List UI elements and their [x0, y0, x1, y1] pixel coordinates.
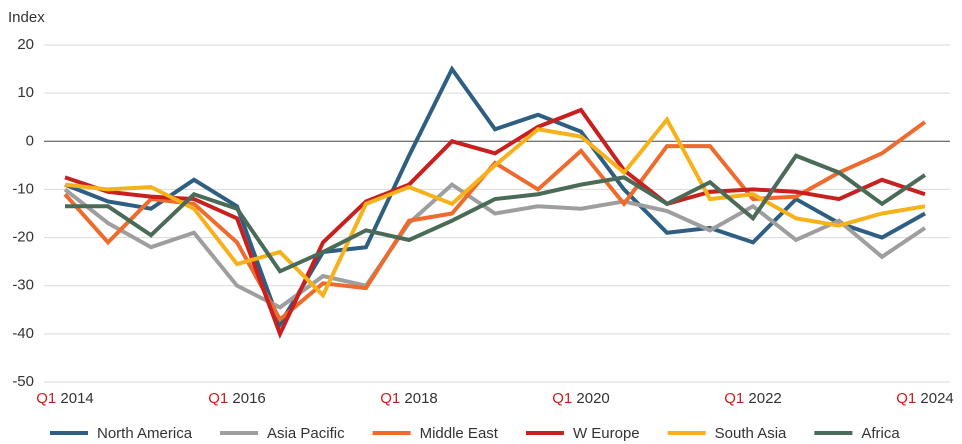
y-axis-label: Index [8, 9, 45, 26]
y-tick-label: 20 [17, 36, 34, 53]
legend-label: W Europe [573, 425, 640, 442]
y-tick-label: -30 [12, 277, 34, 294]
legend-label: North America [97, 425, 193, 442]
series-line [64, 116, 926, 299]
y-tick-label: 10 [17, 84, 34, 101]
y-tick-label: -20 [12, 229, 34, 246]
y-tick-label: 0 [26, 132, 34, 149]
legend-label: Africa [861, 425, 900, 442]
series-line [65, 153, 927, 274]
x-tick-label: Q1 2018 [380, 390, 438, 407]
x-tick-label: Q1 2024 [896, 390, 954, 407]
legend-label: Asia Pacific [267, 425, 345, 442]
y-tick-label: -10 [12, 180, 34, 197]
y-tick-label: -40 [12, 325, 34, 342]
legend-label: Middle East [420, 425, 499, 442]
x-tick-label: Q1 2022 [724, 390, 782, 407]
x-tick-label: Q1 2014 [36, 390, 94, 407]
x-tick-label: Q1 2020 [552, 390, 610, 407]
series-line [63, 182, 927, 310]
series-line [64, 65, 926, 329]
series-line [64, 107, 926, 340]
legend-label: South Asia [715, 425, 787, 442]
y-tick-label: -50 [12, 373, 34, 390]
x-tick-label: Q1 2016 [208, 390, 266, 407]
